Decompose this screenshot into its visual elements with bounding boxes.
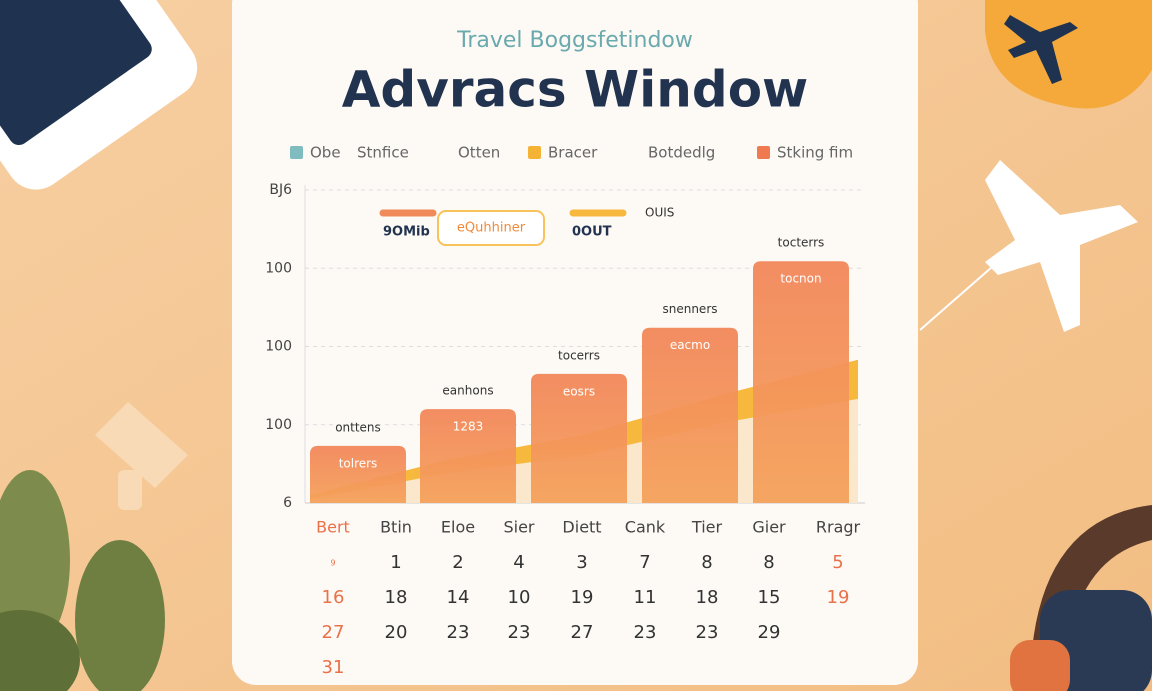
title: Advracs Window xyxy=(342,61,809,119)
inner-legend-label: 0OUT xyxy=(572,225,612,240)
bar-inner-label: eacmo xyxy=(670,338,710,352)
calendar-day: 9 xyxy=(330,559,335,568)
calendar-day: 23 xyxy=(696,622,719,643)
bar-inner-label: eosrs xyxy=(563,384,595,398)
inner-legend-box-label: eQuhhiner xyxy=(457,221,526,236)
calendar-day: 15 xyxy=(758,587,781,608)
calendar-header: Diett xyxy=(562,518,601,537)
calendar-day: 8 xyxy=(763,552,774,573)
bar xyxy=(420,409,516,503)
y-tick-label: BJ6 xyxy=(269,182,292,198)
bar-inner-label: tocnon xyxy=(780,272,821,286)
calendar-day: 5 xyxy=(832,552,843,573)
calendar-day: 19 xyxy=(827,587,850,608)
calendar-day: 29 xyxy=(758,622,781,643)
y-tick-label: 100 xyxy=(265,260,292,276)
calendar-day: 18 xyxy=(696,587,719,608)
plane-badge xyxy=(985,0,1152,109)
calendar-day: 23 xyxy=(634,622,657,643)
calendar-day: 19 xyxy=(571,587,594,608)
legend-label: Bracer xyxy=(548,144,598,162)
y-tick-label: 100 xyxy=(265,339,292,355)
calendar-day: 23 xyxy=(508,622,531,643)
legend-swatch xyxy=(757,146,770,159)
calendar-day: 2 xyxy=(452,552,463,573)
inner-legend-box xyxy=(437,210,545,246)
calendar-day: 10 xyxy=(508,587,531,608)
calendar-day: 18 xyxy=(385,587,408,608)
calendar: Bert Btin Eloe Sier Diett Cank Tier Gier Rragr 9 1… xyxy=(316,518,860,679)
phone-decoration xyxy=(0,0,198,190)
calendar-day: 7 xyxy=(639,552,650,573)
calendar-day: 1 xyxy=(390,552,401,573)
legend-label: Stnfice xyxy=(357,144,409,162)
card xyxy=(232,0,918,685)
bag-decoration xyxy=(1010,505,1152,691)
chart: 6 100 100 100 BJ6 tolrers onttens 1283 eanhons eo… xyxy=(265,182,865,511)
legend-swatch xyxy=(290,146,303,159)
calendar-header: Gier xyxy=(752,518,786,537)
bar-label: tocerrs xyxy=(558,348,600,362)
calendar-day: 27 xyxy=(322,622,345,643)
calendar-day: 27 xyxy=(571,622,594,643)
bar-inner-label: tolrers xyxy=(339,456,378,470)
calendar-day: 23 xyxy=(447,622,470,643)
legend-label: Otten xyxy=(458,144,500,162)
calendar-header: Cank xyxy=(625,518,666,537)
inner-legend-label: 9OMib xyxy=(383,225,430,240)
calendar-header: Btin xyxy=(380,518,412,537)
bar xyxy=(753,261,849,503)
legend-label: Stking fim xyxy=(777,144,853,162)
legend-label: Botdedlg xyxy=(648,144,715,162)
bar xyxy=(531,373,627,503)
calendar-day: 8 xyxy=(701,552,712,573)
bar xyxy=(310,445,406,503)
calendar-day: 4 xyxy=(513,552,524,573)
calendar-day: 11 xyxy=(634,587,657,608)
bar-inner-label: 1283 xyxy=(453,420,484,434)
bar-label: onttens xyxy=(335,420,381,434)
lamp-decoration xyxy=(95,402,188,510)
legend: Obe Stnfice Otten Bracer Botdedlg Stking fim xyxy=(290,144,853,162)
calendar-header: Eloe xyxy=(441,518,475,537)
bar-label: snenners xyxy=(662,302,717,316)
calendar-day: 14 xyxy=(447,587,470,608)
legend-label: Obe xyxy=(310,144,341,162)
calendar-day: 20 xyxy=(385,622,408,643)
calendar-header: Sier xyxy=(503,518,534,537)
bar-label: eanhons xyxy=(442,384,493,398)
plane-decoration xyxy=(919,160,1138,332)
legend-swatch xyxy=(528,146,541,159)
y-tick-label: 6 xyxy=(283,495,292,511)
subtitle: Travel Boggsfetindow xyxy=(456,28,693,53)
calendar-header: Bert xyxy=(316,518,350,537)
calendar-day: 16 xyxy=(322,587,345,608)
plant-decoration xyxy=(0,470,165,691)
calendar-header: Tier xyxy=(691,518,723,537)
bar-label: tocterrs xyxy=(778,236,825,250)
inner-legend-label: OUIS xyxy=(645,206,674,220)
y-tick-label: 100 xyxy=(265,417,292,433)
calendar-day: 31 xyxy=(322,657,345,678)
calendar-day: 3 xyxy=(576,552,587,573)
calendar-header: Rragr xyxy=(816,518,861,537)
bar xyxy=(642,327,738,503)
